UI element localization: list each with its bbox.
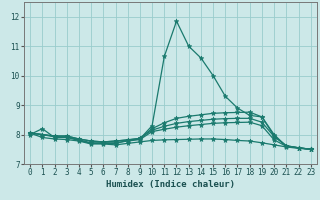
X-axis label: Humidex (Indice chaleur): Humidex (Indice chaleur) (106, 180, 235, 189)
